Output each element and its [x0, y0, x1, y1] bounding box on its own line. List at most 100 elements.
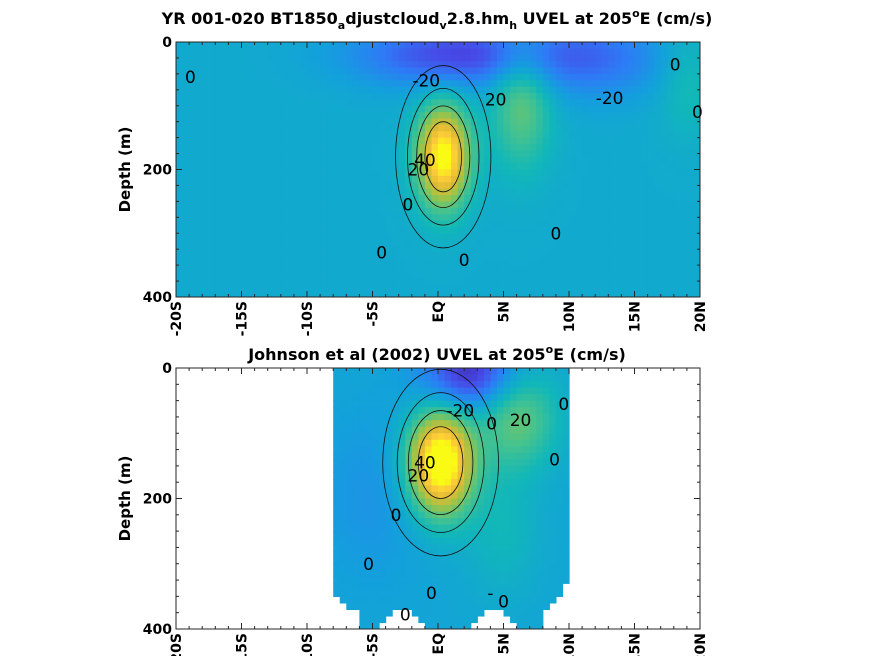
heatmap-cell [372, 544, 380, 552]
heatmap-cell [182, 131, 190, 139]
heatmap-cell [346, 284, 354, 292]
heatmap-cell [595, 144, 603, 151]
heatmap-cell [346, 583, 354, 591]
heatmap-cell [307, 48, 315, 56]
heatmap-cell [411, 446, 419, 454]
heatmap-cell [503, 233, 511, 241]
heatmap-cell [372, 258, 380, 266]
heatmap-cell [359, 144, 367, 151]
heatmap-cell [503, 524, 511, 532]
heatmap-cell [431, 226, 439, 234]
heatmap-cell [457, 137, 465, 145]
heatmap-cell [667, 284, 675, 292]
heatmap-cell [673, 182, 681, 190]
heatmap-cell [379, 426, 387, 434]
heatmap-cell [267, 163, 275, 171]
heatmap-cell [405, 498, 413, 506]
heatmap-cell [398, 368, 406, 376]
heatmap-cell [667, 239, 675, 247]
heatmap-cell [608, 80, 616, 88]
heatmap-cell [287, 265, 295, 273]
heatmap-cell [549, 99, 557, 107]
heatmap-cell [496, 465, 505, 474]
heatmap-cell [641, 112, 649, 120]
heatmap-cell [483, 290, 491, 297]
heatmap-cell [248, 105, 256, 113]
heatmap-cell [438, 518, 446, 526]
heatmap-cell [333, 400, 341, 408]
heatmap-cell [379, 602, 387, 611]
heatmap-cell [398, 163, 406, 171]
heatmap-cell [562, 524, 570, 532]
heatmap-cell [470, 124, 478, 132]
heatmap-cell [418, 93, 426, 100]
heatmap-cell [300, 201, 308, 209]
heatmap-cell [293, 175, 302, 183]
heatmap-cell [346, 426, 354, 434]
heatmap-cell [634, 93, 642, 100]
heatmap-cell [490, 465, 498, 474]
heatmap-cell [523, 491, 531, 500]
title-part: o [546, 343, 554, 356]
heatmap-cell [346, 472, 354, 480]
heatmap-cell [438, 491, 446, 500]
heatmap-cell [490, 531, 498, 539]
heatmap-cell [621, 175, 629, 183]
heatmap-cell [490, 112, 498, 120]
heatmap-cell [549, 175, 557, 183]
heatmap-cell [496, 433, 505, 441]
heatmap-cell [438, 61, 446, 69]
heatmap-cell [313, 169, 321, 177]
heatmap-cell [274, 277, 282, 285]
heatmap-cell [614, 124, 622, 132]
heatmap-cell [385, 207, 393, 215]
heatmap-cell [320, 150, 328, 158]
heatmap-cell [352, 426, 360, 434]
heatmap-cell [234, 163, 243, 171]
heatmap-cell [221, 112, 229, 120]
heatmap-cell [588, 137, 596, 145]
heatmap-cell [654, 99, 662, 107]
heatmap-cell [641, 137, 649, 145]
heatmap-cell [562, 48, 570, 56]
heatmap-cell [477, 524, 485, 532]
heatmap-cell [313, 131, 321, 139]
heatmap-cell [470, 131, 478, 139]
heatmap-cell [359, 73, 367, 81]
heatmap-cell [293, 93, 302, 100]
heatmap-cell [575, 156, 583, 164]
heatmap-cell [339, 368, 347, 376]
heatmap-cell [641, 67, 649, 75]
heatmap-cell [418, 290, 426, 297]
heatmap-cell [326, 271, 334, 279]
heatmap-cell [195, 258, 203, 266]
heatmap-cell [457, 226, 465, 234]
heatmap-cell [582, 131, 590, 139]
heatmap-cell [424, 518, 433, 526]
heatmap-cell [424, 150, 433, 158]
heatmap-cell [202, 214, 210, 222]
heatmap-cell [438, 426, 446, 434]
heatmap-cell [660, 54, 668, 62]
heatmap-cell [549, 124, 557, 132]
heatmap-cell [510, 426, 518, 434]
heatmap-cell [248, 144, 256, 151]
heatmap-cell [287, 73, 295, 81]
heatmap-cell [549, 258, 557, 266]
heatmap-cell [457, 622, 465, 629]
heatmap-cell [182, 86, 190, 94]
heatmap-cell [379, 195, 387, 202]
heatmap-cell [431, 563, 439, 571]
heatmap-cell [464, 557, 472, 565]
heatmap-cell [379, 175, 387, 183]
heatmap-cell [542, 465, 550, 474]
heatmap-cell [189, 73, 197, 81]
heatmap-cell [510, 42, 518, 49]
heatmap-cell [254, 201, 262, 209]
heatmap-cell [424, 387, 433, 395]
heatmap-cell [667, 93, 675, 100]
heatmap-cell [339, 426, 347, 434]
heatmap-cell [608, 284, 616, 292]
heatmap-cell [516, 465, 524, 474]
heatmap-cell [536, 368, 544, 376]
